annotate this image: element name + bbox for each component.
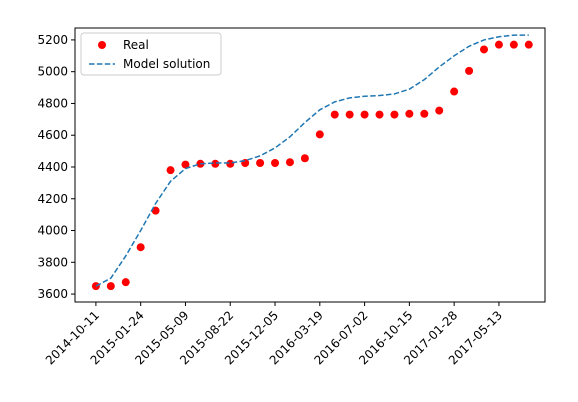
legend-label: Model solution <box>123 57 210 71</box>
data-point <box>300 154 309 163</box>
data-point <box>360 110 369 119</box>
data-point <box>450 87 459 96</box>
legend-label: Real <box>123 38 149 52</box>
data-point <box>435 106 444 115</box>
data-point <box>405 109 414 118</box>
data-point <box>181 160 190 169</box>
data-point <box>480 45 489 54</box>
data-point <box>509 40 518 49</box>
data-point <box>494 40 503 49</box>
data-point <box>390 110 399 119</box>
legend-swatch <box>98 41 106 49</box>
data-point <box>465 66 474 75</box>
data-point <box>211 159 220 168</box>
data-point <box>420 109 429 118</box>
data-point <box>106 282 115 291</box>
y-tick-label: 4400 <box>37 160 68 174</box>
data-point <box>315 130 324 139</box>
y-tick-label: 4600 <box>37 128 68 142</box>
y-tick-label: 3800 <box>37 255 68 269</box>
data-point <box>524 40 533 49</box>
data-point <box>375 110 384 119</box>
y-tick-label: 5200 <box>37 33 68 47</box>
data-point <box>345 110 354 119</box>
data-point <box>166 166 175 175</box>
data-point <box>226 159 235 168</box>
legend-box <box>80 32 222 76</box>
data-point <box>330 110 339 119</box>
y-tick-label: 5000 <box>37 65 68 79</box>
y-tick-label: 4800 <box>37 96 68 110</box>
data-point <box>271 159 280 168</box>
data-point <box>285 158 294 167</box>
data-point <box>256 159 265 168</box>
data-point <box>121 278 130 287</box>
plot-frame <box>74 27 546 303</box>
y-tick-label: 4000 <box>37 224 68 238</box>
y-tick-label: 3600 <box>37 287 68 301</box>
model-line <box>95 34 529 287</box>
data-point <box>136 243 145 252</box>
y-tick-label: 4200 <box>37 192 68 206</box>
